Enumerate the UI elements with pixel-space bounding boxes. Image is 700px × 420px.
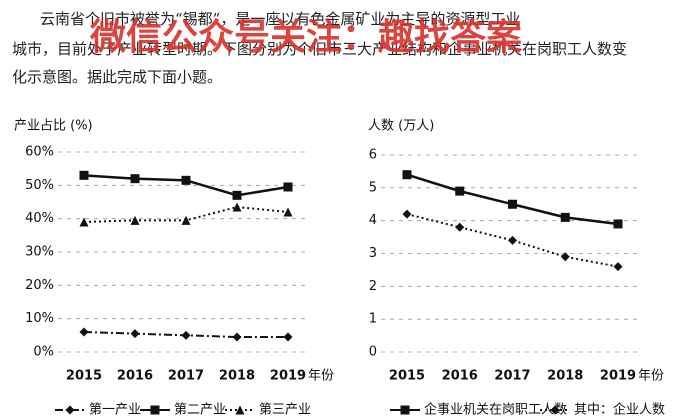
series-line [406, 213, 619, 268]
point [283, 332, 293, 342]
point [283, 182, 293, 192]
point [79, 170, 89, 180]
x-tick-label: 2018 [547, 369, 583, 384]
y-tick-label: 5 [369, 180, 377, 195]
legend-label: 企事业机关在岗职工人数 [424, 402, 567, 418]
x-tick-label: 2019 [600, 369, 636, 384]
legend-marker [150, 405, 160, 415]
legend-label: 第二产业 [174, 403, 226, 418]
point [232, 190, 242, 200]
legend-marker [400, 405, 410, 415]
watermark: 微信公众号关注：趣找答案 [90, 17, 523, 58]
point [455, 222, 465, 232]
y-tick-label: 10% [25, 311, 54, 326]
legend-marker [550, 405, 560, 415]
y-tick-label: 0 [369, 345, 377, 360]
y-tick-label: 40% [25, 211, 54, 226]
point [232, 332, 242, 342]
x-tick-label: 2016 [117, 369, 153, 384]
y-tick-label: 3 [369, 246, 377, 261]
x-tick-label: 2017 [168, 369, 204, 384]
point [455, 186, 465, 196]
point [130, 215, 140, 225]
point [402, 170, 412, 180]
point [560, 212, 570, 222]
y-axis-title: 产业占比 (%) [14, 119, 93, 134]
x-tick-label: 2019 [270, 369, 306, 384]
y-tick-label: 6 [369, 148, 377, 163]
point [130, 174, 140, 184]
y-tick-label: 30% [25, 245, 54, 260]
y-tick-label: 1 [369, 312, 377, 327]
y-tick-label: 0% [33, 345, 54, 360]
y-tick-label: 4 [369, 213, 377, 228]
point [130, 329, 140, 339]
x-axis-title: 年份 [308, 369, 334, 384]
paragraph-line: 城市，目前处于产业转型时期。下图分别为个旧市三大产业结构和企事业机关在岗职工人数… [12, 40, 628, 58]
y-tick-label: 20% [25, 278, 54, 293]
point [508, 199, 517, 209]
point [79, 327, 89, 337]
legend-label: 第三产业 [259, 403, 311, 418]
x-tick-label: 2017 [494, 369, 530, 384]
paragraph-line: 云南省个旧市被誉为“锡都”，是一座以有色金属矿业为主导的资源型工业 [40, 10, 521, 28]
point [613, 262, 623, 272]
point [613, 219, 623, 229]
legend-label: 第一产业 [89, 403, 141, 418]
point [79, 217, 89, 227]
x-axis-title: 年份 [638, 369, 664, 384]
point [283, 207, 293, 217]
x-tick-label: 2015 [389, 369, 425, 384]
point [402, 209, 412, 219]
legend-marker [235, 405, 245, 415]
point [508, 235, 517, 245]
point [232, 202, 242, 212]
x-tick-label: 2016 [442, 369, 478, 384]
paragraph-line: 化示意图。据此完成下面小题。 [12, 68, 223, 86]
series-line [406, 173, 619, 226]
y-tick-label: 2 [369, 279, 377, 294]
x-tick-label: 2015 [66, 369, 102, 384]
point [181, 175, 191, 185]
y-tick-label: 50% [25, 178, 54, 193]
y-axis-title: 人数 (万人) [368, 119, 434, 134]
legend-label: 其中：企业人数 [574, 402, 665, 418]
legend-marker [65, 405, 75, 415]
point [181, 215, 191, 225]
point [560, 252, 570, 262]
y-tick-label: 60% [25, 145, 54, 160]
x-tick-label: 2018 [219, 369, 255, 384]
point [181, 330, 191, 340]
series-line [83, 205, 289, 223]
